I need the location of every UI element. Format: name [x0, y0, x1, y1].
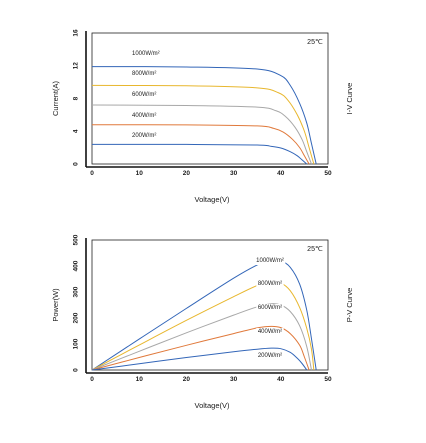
y-tick-label: 8 [73, 96, 80, 100]
x-tick-label: 50 [324, 170, 332, 177]
series-label-backing [130, 50, 162, 58]
series-label: 400W/m² [132, 113, 156, 119]
series-line-200wm [91, 347, 308, 371]
series-label-backing [254, 257, 286, 265]
y-tick-label: 400 [73, 260, 80, 271]
series-label-backing [130, 132, 158, 140]
series-line-800wm [91, 84, 315, 165]
temperature-label: 25℃ [307, 246, 323, 253]
y-tick-label: 0 [73, 162, 80, 166]
x-axis-title: Voltage(V) [194, 401, 230, 410]
temperature-label: 25℃ [307, 39, 323, 46]
y-tick-label: 0 [73, 368, 80, 372]
y-tick-label: 4 [73, 129, 80, 133]
x-tick-label: 30 [230, 170, 238, 177]
series-label: 600W/m² [258, 305, 282, 311]
series-label-backing [256, 352, 284, 360]
x-tick-label: 50 [324, 376, 332, 383]
series-line-600wm [91, 104, 312, 165]
side-title: I-V Curve [345, 83, 354, 115]
x-tick-label: 20 [183, 170, 191, 177]
x-tick-label: 0 [90, 170, 94, 177]
series-label: 600W/m² [132, 92, 156, 98]
x-axis-title: Voltage(V) [194, 195, 230, 204]
series-label-backing [256, 280, 284, 288]
series-label: 1000W/m² [256, 258, 284, 264]
x-tick-label: 30 [230, 376, 238, 383]
series-label: 200W/m² [258, 353, 282, 359]
x-tick-label: 10 [136, 170, 144, 177]
x-tick-label: 10 [136, 376, 144, 383]
plot-frame [91, 239, 329, 371]
y-tick-label: 16 [73, 29, 80, 37]
series-label: 400W/m² [258, 329, 282, 335]
side-title: P-V Curve [345, 288, 354, 323]
pv-curve-panel: 0 10 20 30 40 500100200300400500Voltage(V)Pow… [51, 234, 354, 410]
plot-frame [91, 32, 329, 165]
series-label: 200W/m² [132, 133, 156, 139]
iv-curve-panel: 0 10 20 30 40 50 0 4 8 12 16 Voltage(V) Current(A) I-… [51, 29, 354, 204]
series-label: 1000W/m² [132, 51, 160, 57]
y-axis-title: Current(A) [51, 80, 60, 116]
y-tick-label: 500 [73, 234, 80, 245]
y-axis-title: Power(W) [51, 288, 60, 322]
series-label-backing [130, 112, 158, 120]
x-tick-label: 20 [183, 376, 191, 383]
series-label-backing [256, 328, 284, 336]
series-label: 800W/m² [132, 71, 156, 77]
series-line-1000wm [91, 66, 317, 165]
y-tick-label: 200 [73, 312, 80, 323]
series-label-backing [130, 70, 158, 78]
x-tick-label: 40 [277, 170, 285, 177]
y-tick-label: 300 [73, 286, 80, 297]
series-line-400wm [91, 124, 310, 165]
y-tick-label: 100 [73, 338, 80, 349]
y-tick-label: 12 [73, 62, 80, 70]
series-line-200wm [91, 143, 308, 165]
series-line-400wm [91, 325, 310, 371]
series-label-backing [130, 91, 158, 99]
series-label: 800W/m² [258, 281, 282, 287]
series-label-backing [256, 304, 284, 312]
x-tick-label: 0 [90, 376, 94, 383]
series-line-600wm [91, 303, 312, 371]
x-tick-label: 40 [277, 376, 285, 383]
